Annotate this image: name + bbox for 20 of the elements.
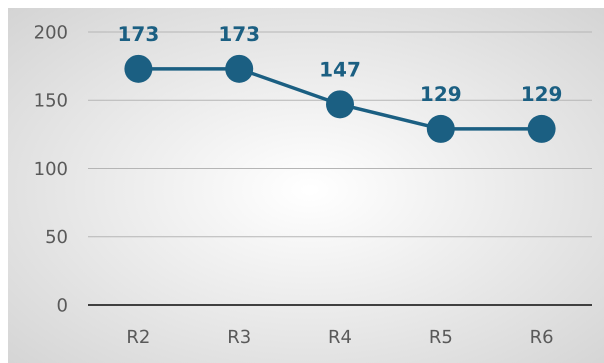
y-tick-label: 200	[34, 22, 68, 44]
point	[124, 54, 152, 83]
x-tick-label: R6	[530, 327, 554, 348]
data-label: 129	[520, 82, 562, 106]
point	[225, 54, 254, 83]
y-tick-label: 50	[45, 227, 68, 248]
x-tick-label: R2	[126, 327, 150, 348]
data-label: 129	[420, 82, 462, 106]
x-tick-label: R4	[328, 327, 352, 348]
y-tick-label: 0	[56, 295, 68, 316]
point	[426, 114, 455, 143]
data-label: 147	[319, 57, 361, 82]
y-tick-label: 100	[34, 158, 68, 180]
y-tick-label: 150	[34, 90, 68, 112]
data-label: 173	[118, 22, 160, 46]
x-tick-label: R5	[428, 327, 453, 348]
point	[326, 90, 354, 118]
point	[528, 114, 556, 143]
data-label: 173	[218, 22, 260, 46]
x-tick-label: R3	[227, 327, 252, 348]
